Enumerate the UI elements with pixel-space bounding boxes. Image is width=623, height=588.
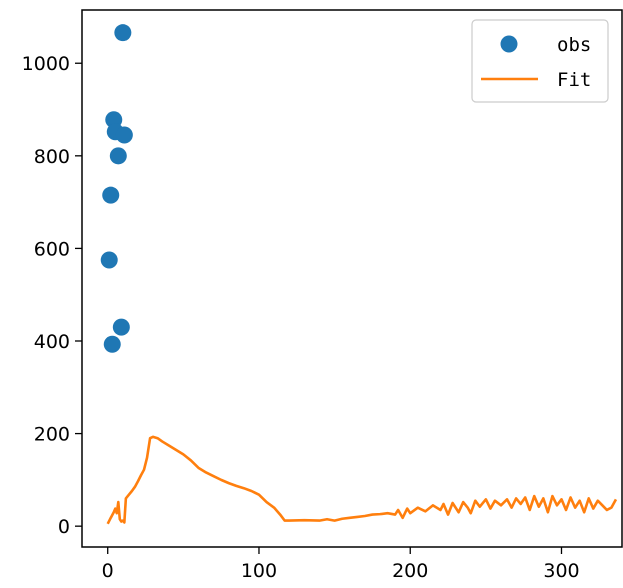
y-tick-label: 0 (58, 516, 70, 538)
legend-obs-label: obs (557, 34, 591, 56)
x-tick-label: 200 (392, 560, 428, 582)
obs-point (114, 24, 132, 42)
legend: obs Fit (471, 19, 609, 103)
obs-point (100, 251, 118, 269)
y-tick-label: 1000 (22, 53, 70, 75)
fit-line (106, 435, 618, 525)
plot-frame (81, 9, 623, 548)
obs-point (102, 186, 120, 204)
y-tick-label: 400 (34, 331, 70, 353)
legend-fit-label: Fit (557, 69, 591, 91)
obs-point (103, 335, 121, 353)
obs-point (109, 147, 127, 165)
y-tick-label: 800 (34, 146, 70, 168)
y-tick-label: 600 (34, 238, 70, 260)
x-tick-label: 0 (102, 560, 114, 582)
legend-obs-marker (500, 35, 518, 53)
x-axis: 0 100 200 300 (102, 547, 580, 582)
obs-point (112, 318, 130, 336)
obs-point (115, 126, 133, 144)
y-tick-label: 200 (34, 424, 70, 446)
y-axis: 0 200 400 600 800 1000 (22, 53, 82, 538)
x-tick-label: 100 (241, 560, 277, 582)
obs-series-layer (100, 24, 133, 353)
fit-series-layer (106, 435, 618, 525)
x-tick-label: 300 (543, 560, 579, 582)
